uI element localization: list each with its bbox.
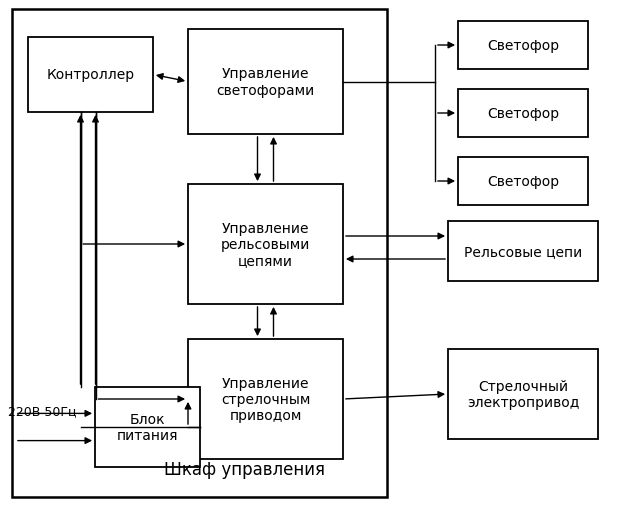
Bar bbox=[458, 90, 588, 138]
Bar bbox=[28, 38, 153, 113]
Bar bbox=[448, 349, 598, 439]
Text: Рельсовые цепи: Рельсовые цепи bbox=[464, 244, 582, 259]
Bar bbox=[188, 30, 343, 135]
Bar bbox=[458, 158, 588, 206]
Text: Блок
питания: Блок питания bbox=[117, 412, 179, 442]
Text: Стрелочный
электропривод: Стрелочный электропривод bbox=[467, 379, 579, 409]
Bar bbox=[188, 340, 343, 459]
Bar bbox=[12, 10, 387, 497]
Text: Светофор: Светофор bbox=[487, 39, 559, 53]
Text: Шкаф управления: Шкаф управления bbox=[164, 460, 325, 478]
Bar bbox=[448, 221, 598, 281]
Text: Светофор: Светофор bbox=[487, 107, 559, 121]
Text: Управление
рельсовыми
цепями: Управление рельсовыми цепями bbox=[221, 221, 310, 268]
Bar bbox=[458, 22, 588, 70]
Text: Контроллер: Контроллер bbox=[46, 68, 135, 82]
Text: Управление
стрелочным
приводом: Управление стрелочным приводом bbox=[221, 376, 310, 422]
Text: Светофор: Светофор bbox=[487, 175, 559, 189]
Text: Управление
светофорами: Управление светофорами bbox=[216, 67, 314, 97]
Text: 220В 50Гц: 220В 50Гц bbox=[8, 405, 76, 418]
Bar bbox=[188, 185, 343, 304]
Bar bbox=[95, 387, 200, 467]
